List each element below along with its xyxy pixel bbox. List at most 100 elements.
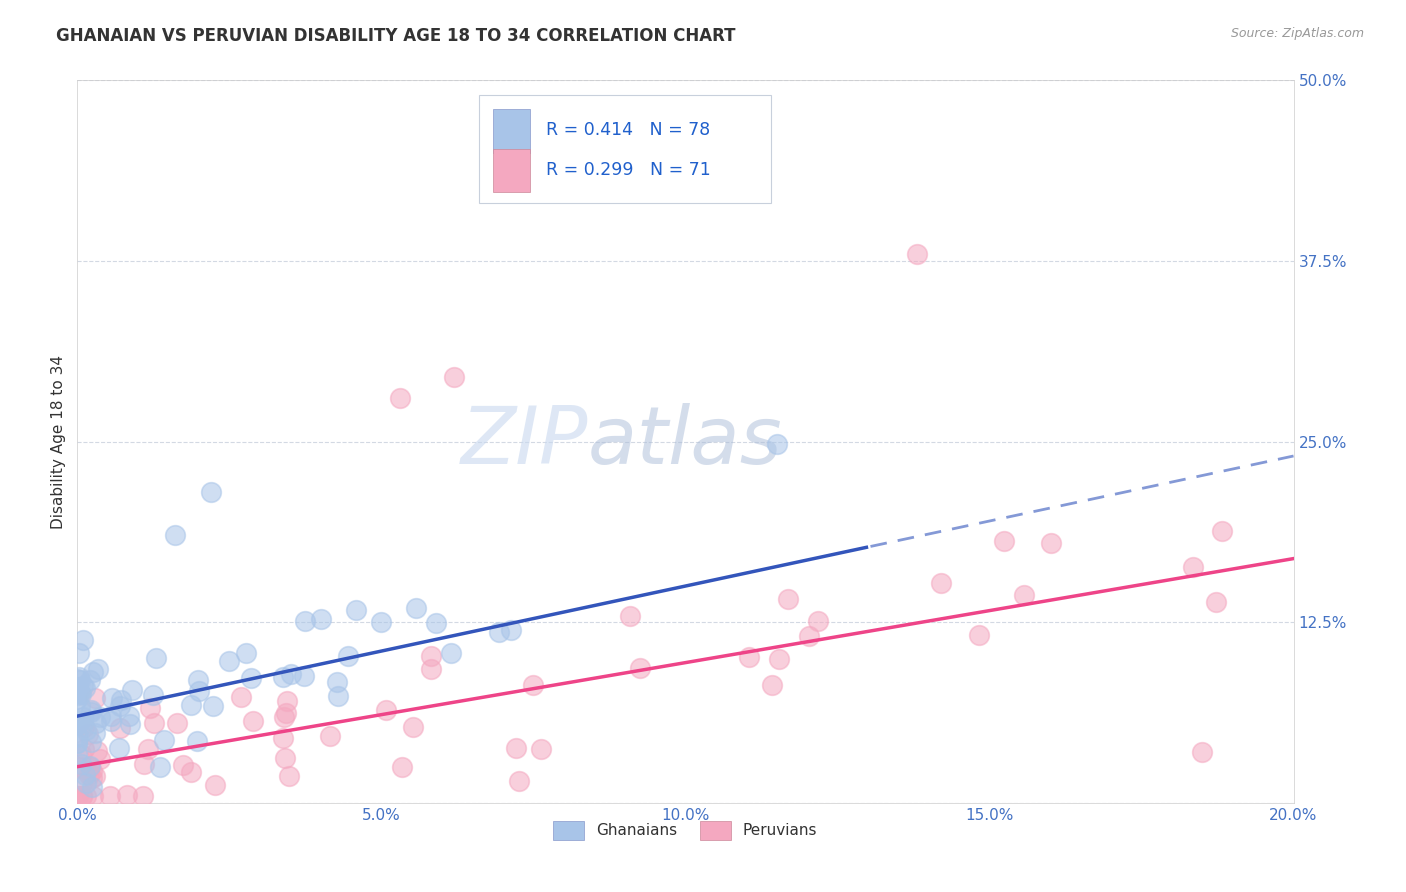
Point	[79, 768, 101, 782]
Point	[72, 709, 94, 723]
Point	[69, 698, 91, 713]
Point	[1040, 536, 1063, 550]
Point	[118, 709, 141, 723]
Point	[505, 741, 527, 756]
Point	[66, 688, 89, 702]
Point	[134, 756, 156, 771]
Legend: Ghanaians, Peruvians: Ghanaians, Peruvians	[547, 815, 824, 846]
Point	[276, 694, 298, 708]
Point	[274, 706, 297, 721]
Point	[66, 718, 89, 732]
Point	[82, 789, 104, 803]
Point	[149, 760, 172, 774]
Point	[86, 744, 108, 758]
Point	[328, 690, 350, 704]
Point	[235, 646, 257, 660]
Point	[89, 710, 111, 724]
Point	[401, 720, 423, 734]
Point	[66, 673, 89, 687]
Point	[388, 391, 411, 405]
Text: atlas: atlas	[588, 402, 783, 481]
Text: R = 0.414   N = 78: R = 0.414 N = 78	[546, 121, 710, 139]
Y-axis label: Disability Age 18 to 34: Disability Age 18 to 34	[51, 354, 66, 529]
Point	[79, 735, 101, 749]
Point	[778, 592, 800, 607]
Point	[100, 714, 122, 729]
Point	[79, 758, 101, 772]
Point	[66, 789, 89, 803]
Point	[1181, 559, 1204, 574]
Point	[66, 747, 89, 761]
Point	[271, 670, 294, 684]
Point	[738, 649, 761, 664]
Point	[72, 762, 94, 776]
FancyBboxPatch shape	[494, 109, 530, 153]
Point	[229, 690, 252, 704]
Point	[72, 716, 94, 731]
Point	[69, 747, 91, 761]
Point	[142, 688, 165, 702]
Point	[98, 789, 121, 803]
Point	[139, 701, 162, 715]
Point	[799, 629, 821, 643]
Point	[187, 673, 209, 687]
Point	[121, 683, 143, 698]
Point	[443, 369, 465, 384]
Point	[993, 534, 1015, 549]
Text: ZIP: ZIP	[461, 402, 588, 481]
Point	[66, 684, 89, 698]
Point	[84, 715, 107, 730]
Point	[72, 720, 94, 734]
Point	[75, 723, 97, 738]
Point	[294, 614, 316, 628]
Point	[200, 485, 222, 500]
Point	[186, 734, 208, 748]
Point	[370, 615, 392, 629]
Point	[425, 616, 447, 631]
Point	[132, 789, 155, 803]
Point	[172, 757, 194, 772]
Point	[82, 764, 104, 779]
Point	[80, 771, 103, 785]
Point	[163, 528, 186, 542]
Point	[72, 776, 94, 790]
Point	[501, 623, 523, 637]
Point	[420, 648, 443, 663]
Point	[967, 628, 990, 642]
Point	[80, 703, 103, 717]
Point	[180, 765, 202, 780]
Point	[180, 698, 202, 712]
Point	[1211, 524, 1233, 539]
Point	[336, 649, 359, 664]
Point	[405, 601, 427, 615]
Point	[66, 736, 89, 750]
Point	[292, 669, 315, 683]
Point	[73, 768, 96, 782]
Point	[72, 679, 94, 693]
Point	[67, 731, 90, 745]
Point	[508, 774, 530, 789]
Point	[420, 662, 443, 676]
Point	[1191, 745, 1213, 759]
Point	[67, 646, 90, 660]
Text: GHANAIAN VS PERUVIAN DISABILITY AGE 18 TO 34 CORRELATION CHART: GHANAIAN VS PERUVIAN DISABILITY AGE 18 T…	[56, 27, 735, 45]
Point	[66, 736, 89, 750]
Point	[66, 717, 89, 731]
Point	[66, 681, 89, 695]
Point	[145, 651, 167, 665]
Point	[242, 714, 264, 728]
Point	[309, 612, 332, 626]
Point	[136, 742, 159, 756]
Point	[69, 759, 91, 773]
Point	[488, 625, 510, 640]
Point	[70, 756, 93, 771]
Point	[118, 716, 141, 731]
Point	[619, 608, 641, 623]
Point	[66, 789, 89, 803]
Point	[84, 769, 107, 783]
Point	[87, 662, 110, 676]
Point	[280, 667, 302, 681]
Point	[110, 699, 132, 714]
Point	[80, 705, 103, 719]
Point	[344, 603, 367, 617]
